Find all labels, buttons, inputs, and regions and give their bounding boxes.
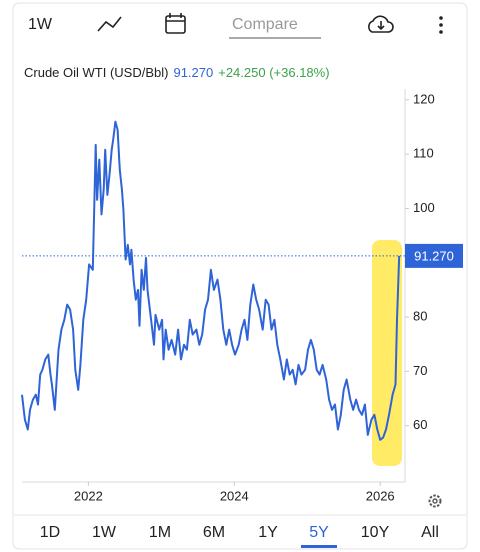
calendar-icon[interactable]	[165, 13, 186, 34]
x-tick-label: 2026	[366, 488, 395, 503]
range-tab[interactable]: 5Y	[309, 524, 329, 541]
range-tab[interactable]: 1M	[149, 524, 171, 541]
y-tick-label: 80	[413, 309, 427, 324]
more-icon[interactable]	[439, 16, 443, 34]
y-tick-label: 60	[413, 417, 427, 432]
y-tick-label: 70	[413, 363, 427, 378]
interval-button[interactable]: 1W	[28, 16, 53, 33]
range-tab[interactable]: 10Y	[361, 524, 390, 541]
chart-type-icon[interactable]	[97, 16, 122, 32]
price-line	[21, 120, 401, 441]
range-tab[interactable]: All	[421, 524, 439, 541]
highlight-annotation	[372, 240, 402, 466]
legend-change: +24.250 (+36.18%)	[218, 65, 329, 80]
legend-title: Crude Oil WTI (USD/Bbl) 91.270 +24.250 (+3…	[24, 65, 330, 80]
y-tick-label: 100	[413, 200, 435, 215]
range-tab[interactable]: 6M	[203, 524, 225, 541]
legend-name: Crude Oil WTI (USD/Bbl)	[24, 65, 168, 80]
y-tick-label: 110	[413, 146, 434, 161]
download-icon[interactable]	[368, 15, 394, 33]
compare-input[interactable]: Compare	[232, 16, 298, 33]
range-tab[interactable]: 1D	[40, 524, 60, 541]
settings-icon[interactable]	[428, 494, 442, 508]
last-value-box	[405, 243, 463, 268]
range-tab-underline	[301, 545, 337, 548]
legend-last-value: 91.270	[173, 65, 213, 80]
y-tick-label: 120	[413, 91, 435, 106]
range-tab[interactable]: 1W	[92, 524, 117, 541]
last-value-label: 91.270	[414, 248, 454, 263]
x-tick-label: 2022	[74, 488, 103, 503]
x-tick-label: 2024	[220, 488, 249, 503]
card	[12, 2, 468, 550]
range-tab[interactable]: 1Y	[258, 524, 278, 541]
